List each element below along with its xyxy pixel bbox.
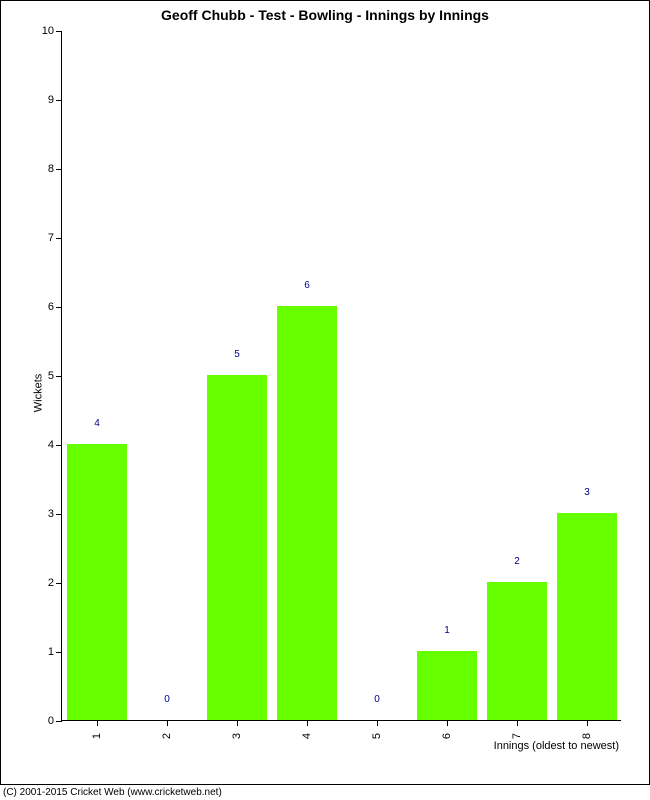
y-axis-label: Wickets [32,373,44,412]
x-tick [587,720,588,726]
bar-value-label: 1 [444,625,450,636]
y-tick-label: 0 [48,715,54,727]
y-tick-label: 2 [48,577,54,589]
y-tick-label: 9 [48,94,54,106]
chart-title: Geoff Chubb - Test - Bowling - Innings b… [1,7,649,23]
bar-value-label: 4 [94,418,100,429]
x-tick-label: 6 [441,733,453,739]
y-tick-label: 3 [48,508,54,520]
y-tick [56,652,62,653]
bar-value-label: 0 [374,694,380,705]
x-tick-label: 2 [161,733,173,739]
y-tick-label: 10 [42,25,54,37]
y-tick-label: 4 [48,439,54,451]
y-tick [56,514,62,515]
x-tick-label: 5 [371,733,383,739]
y-tick [56,31,62,32]
x-tick-label: 3 [231,733,243,739]
bar [207,375,267,720]
x-tick [307,720,308,726]
x-tick-label: 1 [91,733,103,739]
x-tick [237,720,238,726]
y-tick [56,307,62,308]
bar-value-label: 6 [304,280,310,291]
y-tick [56,445,62,446]
y-tick [56,238,62,239]
y-tick-label: 6 [48,301,54,313]
copyright-text: (C) 2001-2015 Cricket Web (www.cricketwe… [3,787,222,798]
y-tick-label: 1 [48,646,54,658]
plot-area: 0123456789101420354650617283 [61,31,621,721]
y-tick [56,721,62,722]
x-tick [377,720,378,726]
y-tick [56,583,62,584]
bar-value-label: 0 [164,694,170,705]
x-tick [167,720,168,726]
x-tick [517,720,518,726]
x-axis-label: Innings (oldest to newest) [494,740,619,752]
y-tick [56,376,62,377]
bar [487,582,547,720]
chart-container: Geoff Chubb - Test - Bowling - Innings b… [0,0,650,785]
bar-value-label: 5 [234,349,240,360]
x-tick-label: 7 [511,733,523,739]
y-tick-label: 7 [48,232,54,244]
bar-value-label: 3 [584,487,590,498]
y-tick [56,169,62,170]
bar-value-label: 2 [514,556,520,567]
y-tick [56,100,62,101]
y-tick-label: 8 [48,163,54,175]
bar [67,444,127,720]
bar [557,513,617,720]
bar [277,306,337,720]
x-tick [97,720,98,726]
bar [417,651,477,720]
x-tick-label: 8 [581,733,593,739]
x-tick-label: 4 [301,733,313,739]
y-tick-label: 5 [48,370,54,382]
x-tick [447,720,448,726]
